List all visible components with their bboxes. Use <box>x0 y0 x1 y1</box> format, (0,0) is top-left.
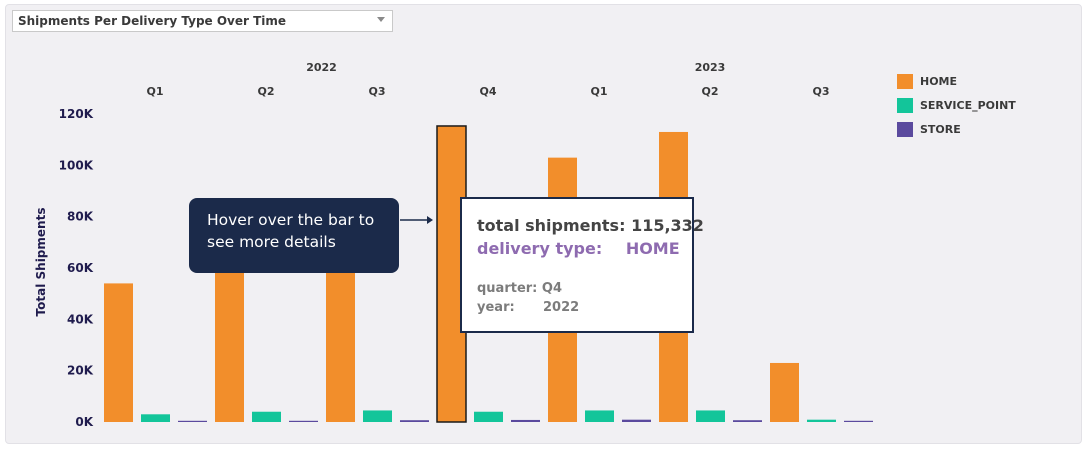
y-axis-label: Total Shipments <box>34 208 48 317</box>
tooltip-year-row: year: 2022 <box>477 300 579 315</box>
tooltip-type-row: delivery type: HOME <box>477 239 680 258</box>
y-tick-label: 20K <box>67 364 94 378</box>
x-tick-label: Q3 <box>368 85 385 98</box>
y-tick-label: 40K <box>67 312 94 326</box>
x-tick-label: Q1 <box>590 85 607 98</box>
bar-home-7[interactable] <box>770 362 799 422</box>
bar-home-3[interactable] <box>326 265 355 422</box>
tooltip-type-value: HOME <box>625 239 680 258</box>
bar-store-1[interactable] <box>178 420 207 422</box>
dropdown-selected-value: Shipments Per Delivery Type Over Time <box>18 14 287 28</box>
x-tick-label: Q3 <box>812 85 829 98</box>
bar-store-7[interactable] <box>844 420 873 422</box>
legend-label: SERVICE_POINT <box>920 99 1016 112</box>
y-tick-label: 80K <box>67 210 94 224</box>
legend-label: HOME <box>920 75 958 88</box>
bar-service-point-3[interactable] <box>363 410 392 422</box>
bar-service-point-1[interactable] <box>141 414 170 422</box>
bar-store-4[interactable] <box>511 419 540 422</box>
bar-home-1[interactable] <box>104 283 133 422</box>
legend-swatch <box>897 122 913 137</box>
y-tick-label: 100K <box>59 158 94 172</box>
tooltip-year-value: 2022 <box>543 300 580 315</box>
x-tick-label: Q2 <box>701 85 718 98</box>
bar-store-2[interactable] <box>289 420 318 422</box>
y-tick-label: 120K <box>59 107 94 121</box>
tooltip-total-row: total shipments: 115,332 <box>477 216 704 235</box>
arrow-right-icon <box>400 216 433 224</box>
bar-service-point-7[interactable] <box>807 419 836 422</box>
y-tick-label: 0K <box>75 415 93 429</box>
hover-hint-callout: Hover over the bar to see more details <box>189 198 399 273</box>
quarter-headers: Q1 Q2 Q3 Q4 Q1 Q2 Q3 <box>146 85 829 98</box>
chart-selector-dropdown[interactable]: Shipments Per Delivery Type Over Time <box>12 10 393 32</box>
tooltip-total-label: total shipments: <box>477 216 626 235</box>
callout-text: Hover over the bar to see more details <box>207 211 375 251</box>
legend-swatch <box>897 98 913 113</box>
bar-service-point-2[interactable] <box>252 411 281 422</box>
bar-store-3[interactable] <box>400 420 429 422</box>
tooltip-quarter-value: Q4 <box>541 281 563 296</box>
year-header-label: 2023 <box>695 61 726 74</box>
x-tick-label: Q2 <box>257 85 274 98</box>
chevron-down-icon[interactable] <box>377 17 385 22</box>
year-header-label: 2022 <box>306 61 337 74</box>
tooltip-quarter-label: quarter: <box>477 281 538 296</box>
bar-store-6[interactable] <box>733 420 762 422</box>
legend-label: STORE <box>920 123 961 136</box>
bar-service-point-6[interactable] <box>696 410 725 422</box>
tooltip-quarter-row: quarter: Q4 <box>477 281 562 296</box>
year-headers: 2022 2023 <box>306 61 725 74</box>
y-tick-label: 60K <box>67 261 94 275</box>
x-tick-label: Q1 <box>146 85 163 98</box>
legend-swatch <box>897 74 913 89</box>
y-axis: 0K 20K 40K 60K 80K 100K 120K <box>59 107 94 429</box>
x-tick-label: Q4 <box>479 85 496 98</box>
bar-home-2[interactable] <box>215 265 244 422</box>
bar-tooltip: total shipments: 115,332 delivery type: … <box>460 197 704 333</box>
bar-service-point-4[interactable] <box>474 411 503 422</box>
tooltip-total-value: 115,332 <box>631 216 704 235</box>
tooltip-year-label: year: <box>477 300 515 315</box>
tooltip-type-label: delivery type: <box>477 239 603 258</box>
bar-store-5[interactable] <box>622 419 651 422</box>
bar-service-point-5[interactable] <box>585 410 614 422</box>
